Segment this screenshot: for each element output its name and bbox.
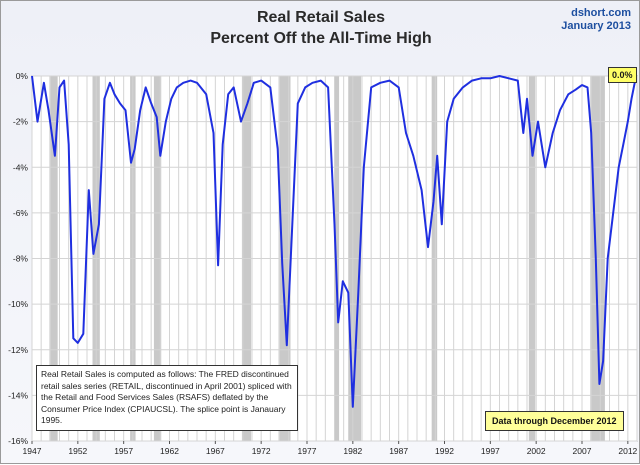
methodology-note: Real Retail Sales is computed as follows…	[36, 365, 298, 431]
chart-title-line: Real Retail Sales	[256, 9, 386, 26]
x-tick-label: 1977	[298, 446, 317, 456]
x-tick-label: 1962	[160, 446, 179, 456]
x-tick-label: 1947	[23, 446, 42, 456]
y-tick-label: -16%	[8, 436, 28, 446]
y-tick-label: -8%	[13, 254, 29, 264]
x-tick-label: 1987	[389, 446, 408, 456]
x-tick-label: 1967	[206, 446, 225, 456]
x-tick-label: 2002	[527, 446, 546, 456]
last-value-label: 0.0%	[608, 67, 637, 83]
x-tick-label: 1997	[481, 446, 500, 456]
x-tick-label: 2012	[618, 446, 637, 456]
source-block: dshort.com January 2013	[561, 7, 631, 33]
chart-title: Real Retail Sales Percent Off the All-Ti…	[1, 7, 640, 49]
y-tick-label: -12%	[8, 345, 28, 355]
x-tick-label: 1972	[252, 446, 271, 456]
series-line	[31, 75, 638, 408]
chart-subtitle: Percent Off the All-Time High	[210, 30, 432, 47]
x-tick-label: 1992	[435, 446, 454, 456]
data-through-label: Data through December 2012	[485, 411, 624, 431]
x-tick-label: 1982	[343, 446, 362, 456]
y-tick-label: -4%	[13, 162, 29, 172]
y-tick-label: -14%	[8, 390, 28, 400]
y-tick-label: -6%	[13, 208, 29, 218]
x-tick-label: 1957	[114, 446, 133, 456]
date-label: January 2013	[561, 20, 631, 32]
x-tick-label: 2007	[573, 446, 592, 456]
x-tick-label: 1952	[68, 446, 87, 456]
y-tick-label: 0%	[16, 71, 29, 81]
y-tick-label: -2%	[13, 117, 29, 127]
source-label: dshort.com	[571, 7, 631, 19]
y-tick-label: -10%	[8, 299, 28, 309]
